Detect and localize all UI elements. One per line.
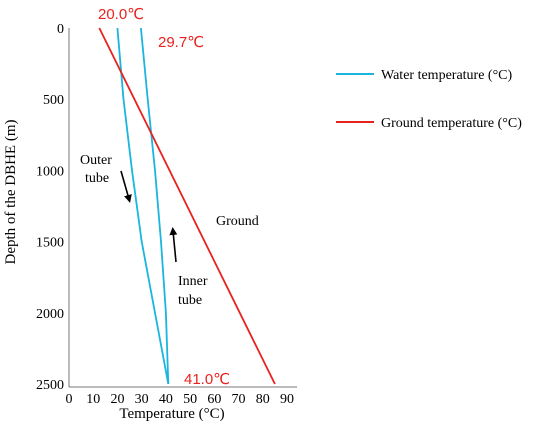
series-line-0-1 xyxy=(140,27,170,385)
y-tick-labels: 0 500 1000 1500 2000 2500 xyxy=(36,22,64,393)
legend-label-ground: Ground temperature (°C) xyxy=(381,116,522,131)
x-tick-label: 50 xyxy=(183,392,197,407)
x-tick-label: 60 xyxy=(207,392,221,407)
series-line-0-0 xyxy=(116,27,170,385)
x-tick-label: 90 xyxy=(280,392,294,407)
legend-label-water: Water temperature (°C) xyxy=(381,68,513,83)
outer-tube-label-line1: Outer xyxy=(80,153,112,168)
inner-tube-label-line2: tube xyxy=(178,293,202,308)
x-tick-label: 30 xyxy=(135,392,149,407)
x-tick-label: 70 xyxy=(232,392,246,407)
outlet-temp-label: 20.0℃ xyxy=(98,6,144,23)
x-tick-label: 20 xyxy=(110,392,124,407)
x-tick-label: 40 xyxy=(159,392,173,407)
series-line-1-0 xyxy=(98,27,276,385)
x-tick-labels: 0 10 20 30 40 50 60 70 80 90 xyxy=(66,392,295,407)
axes xyxy=(68,28,297,388)
y-axis-label: Depth of the DBHE (m) xyxy=(3,120,19,265)
inner-tube-arrow xyxy=(169,227,178,263)
inner-tube-label-line1: Inner xyxy=(178,274,208,289)
legend: Water temperature (°C) Ground temperatur… xyxy=(336,68,522,131)
y-tick-label: 2000 xyxy=(36,307,64,322)
x-tick-label: 0 xyxy=(66,392,73,407)
y-tick-label: 2500 xyxy=(36,378,64,393)
ground-label: Ground xyxy=(216,214,259,229)
outer-tube-label-line2: tube xyxy=(85,171,109,186)
y-tick-label: 0 xyxy=(57,22,64,37)
x-axis-label: Temperature (°C) xyxy=(119,406,224,422)
y-tick-label: 500 xyxy=(43,93,64,108)
inlet-temp-label: 29.7℃ xyxy=(158,34,204,51)
y-tick-label: 1500 xyxy=(36,236,64,251)
outer-tube-arrow xyxy=(120,170,132,203)
y-tick-label: 1000 xyxy=(36,164,64,179)
series-layer xyxy=(98,27,276,385)
bottom-temp-label: 41.0℃ xyxy=(184,371,230,388)
x-tick-label: 80 xyxy=(256,392,270,407)
x-tick-label: 10 xyxy=(86,392,100,407)
